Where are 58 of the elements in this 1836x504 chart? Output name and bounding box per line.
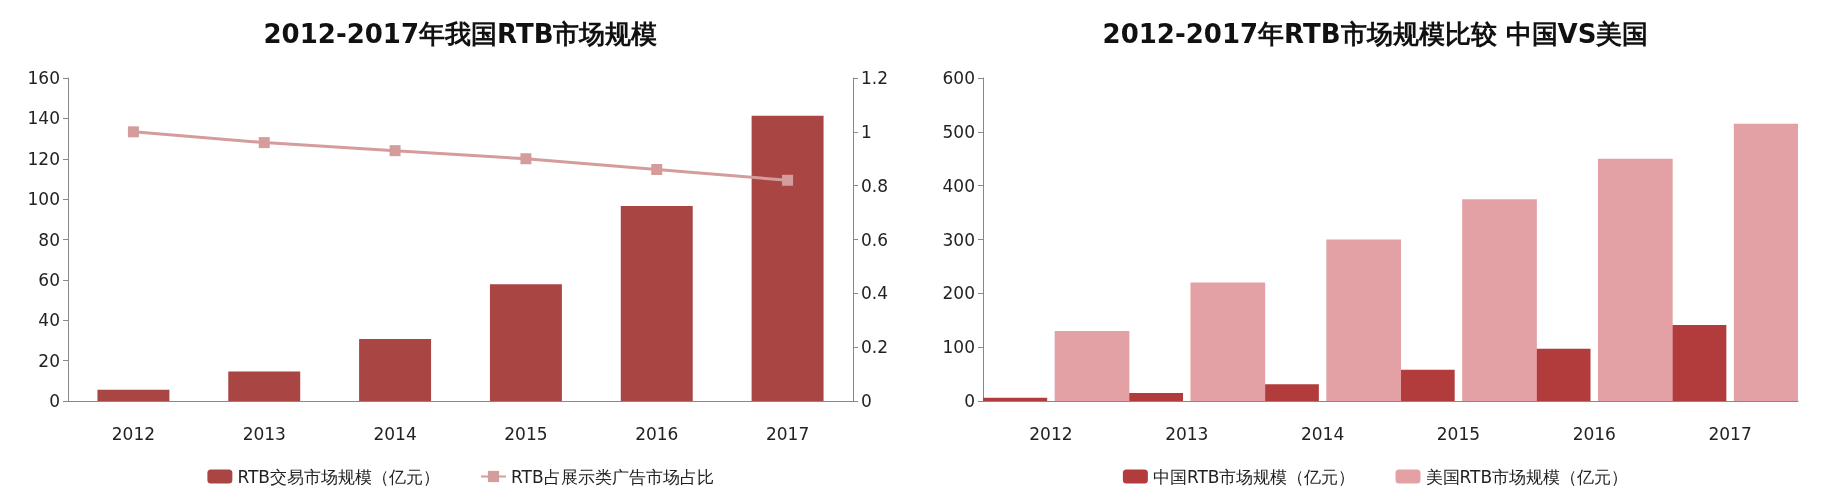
x-tick-label: 2015 [504,423,548,444]
bar [1190,282,1266,401]
y2-tick-label: 0.2 [861,337,889,358]
bar [359,339,432,401]
chart-title: 2012-2017年RTB市场规模比较 中国VS美国 [1102,19,1649,49]
bar [751,115,824,401]
y-tick-label: 40 [38,310,60,331]
legend-label: RTB交易市场规模（亿元） [237,466,440,487]
y-tick-label: 500 [942,121,975,142]
x-tick-label: 2014 [373,423,417,444]
y2-tick-label: 0.6 [861,229,889,250]
y-tick-label: 80 [38,229,60,250]
x-tick-label: 2013 [1165,423,1209,444]
bar [97,389,170,401]
y-tick-label: 100 [942,337,975,358]
y-tick-label: 0 [49,391,60,411]
legend-label: 美国RTB市场规模（亿元） [1425,466,1629,487]
x-tick-label: 2014 [1300,423,1345,444]
y-tick-label: 600 [942,68,975,88]
x-tick-label: 2017 [1708,423,1752,444]
y-tick-label: 60 [38,269,60,290]
x-tick-label: 2013 [242,423,286,444]
y-tick-label: 120 [27,148,60,169]
y2-tick-label: 0 [861,391,872,411]
point [520,153,532,165]
y-tick-label: 400 [942,175,975,196]
x-tick-label: 2016 [1572,423,1616,444]
point [389,145,401,157]
y-tick-label: 200 [942,283,975,304]
bar [228,371,301,401]
x-tick-label: 2016 [635,423,679,444]
y-tick-label: 300 [942,229,975,250]
bar [1326,239,1402,401]
y-tick-label: 20 [38,350,60,371]
legend-label: RTB占展示类广告市场占比 [511,466,714,487]
y2-tick-label: 1.2 [861,68,889,88]
point [127,126,139,138]
y-tick-label: 140 [27,108,60,129]
y-tick-label: 100 [27,189,60,210]
y-tick-label: 0 [964,391,975,411]
x-tick-label: 2015 [1436,423,1481,444]
x-tick-label: 2017 [765,423,810,444]
point [258,137,270,149]
y2-tick-label: 0.8 [861,175,889,196]
x-tick-label: 2012 [1029,423,1073,444]
y-tick-label: 160 [27,68,60,88]
x-tick-label: 2012 [111,423,156,444]
bar [1597,158,1673,401]
point [782,174,794,186]
bar [489,284,562,401]
bar [620,205,693,401]
legend-label: 中国RTB市场规模（亿元） [1152,466,1356,487]
chart-title: 2012-2017年我国RTB市场规模 [263,19,658,49]
point [651,164,663,176]
bar [1462,199,1537,401]
y2-tick-label: 1 [861,121,872,142]
y2-tick-label: 0.4 [861,283,889,304]
bar [1054,331,1130,401]
